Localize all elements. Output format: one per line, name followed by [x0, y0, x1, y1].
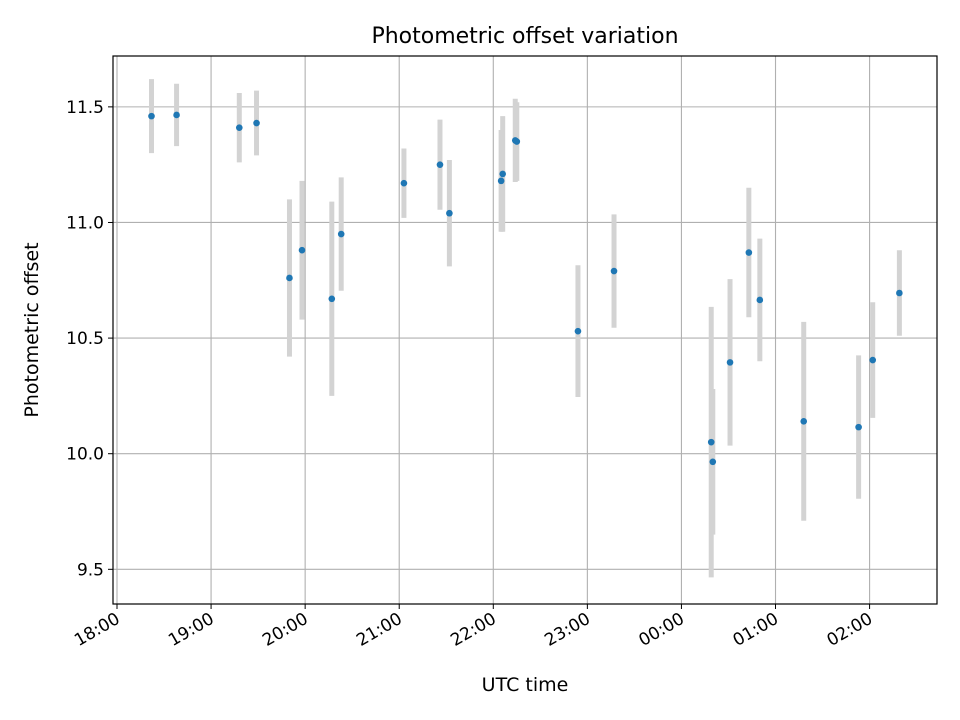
data-point	[726, 359, 734, 366]
plot-frame	[112, 55, 938, 605]
data-point	[173, 111, 180, 119]
data-point	[709, 458, 717, 466]
x-axis-label: UTC time	[482, 674, 569, 696]
y-tick-label: 11.0	[66, 213, 104, 233]
data-point	[400, 179, 408, 187]
y-tick-label: 10.0	[66, 445, 104, 465]
data-point	[328, 295, 336, 303]
y-axis-ticks: 9.5 10.0 10.5 11.0 11.5	[66, 98, 113, 580]
y-tick-label: 10.5	[66, 329, 104, 349]
data-point	[298, 246, 306, 254]
data-point	[436, 161, 444, 168]
y-axis-label: Photometric offset	[21, 242, 43, 417]
data-point	[253, 119, 260, 127]
data-point	[499, 170, 506, 178]
data-point	[800, 418, 808, 425]
y-tick-label: 9.5	[77, 560, 104, 580]
data-point	[337, 230, 345, 238]
data-point	[148, 112, 155, 120]
data-point	[446, 209, 453, 217]
data-point	[497, 177, 505, 185]
data-point	[707, 438, 715, 446]
data-point	[896, 289, 903, 297]
data-point	[869, 356, 877, 364]
data-points	[148, 111, 903, 466]
y-tick-label: 11.5	[66, 98, 104, 118]
data-point	[574, 327, 582, 335]
data-point	[855, 423, 862, 431]
data-point	[235, 124, 243, 131]
data-point	[610, 267, 618, 275]
data-point	[745, 249, 753, 256]
data-point	[756, 296, 764, 304]
chart-title: Photometric offset variation	[371, 24, 678, 49]
data-point	[513, 138, 521, 145]
grid	[113, 56, 937, 604]
data-point	[286, 274, 293, 282]
